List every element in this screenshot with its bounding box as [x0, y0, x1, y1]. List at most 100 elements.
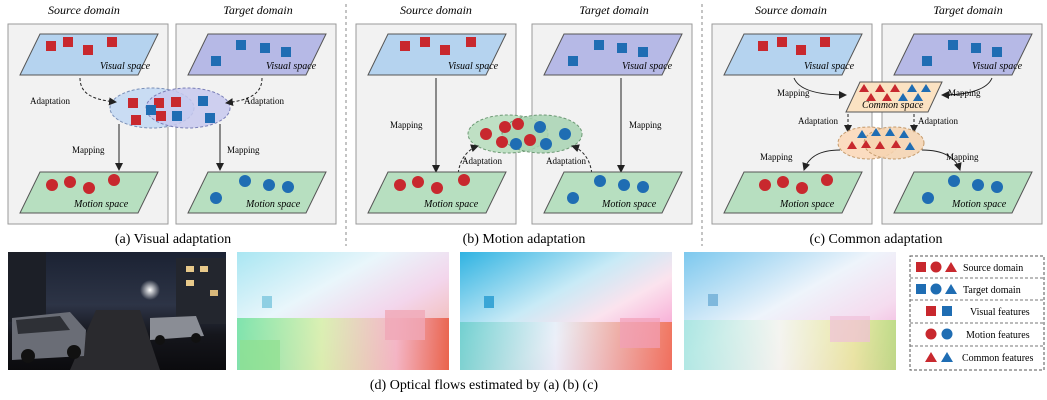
mapping-label: Mapping [948, 88, 981, 98]
legend: Source domain Target domain Visual featu… [909, 255, 1045, 371]
adaptation-arrow [457, 144, 479, 179]
legend-square-icon [916, 262, 926, 272]
motion-feature-circle [948, 175, 960, 187]
visual-feature-square [440, 45, 450, 55]
motion-feature-circle [777, 176, 789, 188]
common-feature-triangle [907, 84, 917, 92]
visual-feature-square [971, 43, 981, 53]
motion-feature-circle [431, 182, 443, 194]
visual-feature-square [992, 47, 1002, 57]
visual-feature-square [260, 43, 270, 53]
motion-space-label: Motion space [73, 199, 129, 210]
motion-feature-circle [567, 192, 579, 204]
adaptation-arrow [79, 77, 117, 106]
visual-feature-square [211, 56, 221, 66]
common-feature-triangle [866, 93, 876, 101]
motion-feature-circle [594, 175, 606, 187]
common-feature-triangle [921, 84, 931, 92]
common-feature-triangle [861, 140, 871, 148]
target-domain-title: Target domain [933, 3, 1002, 17]
visual-feature-square [131, 115, 141, 125]
visual-feature-square [948, 40, 958, 50]
common-feature-triangle [898, 93, 908, 101]
adaptation-arrow [225, 77, 263, 107]
visual-feature-square [156, 111, 166, 121]
visual-feature-square [617, 43, 627, 53]
target-domain-title: Target domain [579, 3, 648, 17]
panel-visual-adaptation: Source domain Target domain Visual space… [7, 3, 337, 247]
legend-motion-features: Motion features [966, 330, 1030, 341]
motion-feature-circle [263, 179, 275, 191]
mapping-label: Mapping [629, 120, 662, 130]
legend-circle-icon [930, 283, 942, 295]
common-feature-triangle [890, 84, 900, 92]
panel-motion-adaptation: Source domain Target domain Visual space… [355, 3, 693, 247]
common-feature-triangle [875, 84, 885, 92]
mapping-label: Mapping [72, 145, 105, 155]
source-domain-title: Source domain [400, 3, 472, 17]
mapping-label: Mapping [946, 152, 979, 162]
visual-feature-square [758, 41, 768, 51]
optical-flow-b [460, 252, 672, 370]
adaptation-label: Adaptation [918, 116, 958, 126]
source-domain-title: Source domain [755, 3, 827, 17]
common-feature-triangle [891, 140, 901, 148]
motion-feature-circle [796, 182, 808, 194]
adaptation-label: Adaptation [244, 96, 284, 106]
mapping-arrow [793, 77, 847, 99]
visual-feature-square [466, 37, 476, 47]
optical-flow-a [237, 252, 449, 370]
visual-feature-square [146, 105, 156, 115]
panel-common-adaptation: Source domain Target domain Visual space… [711, 3, 1043, 247]
legend-circle-icon [941, 328, 953, 340]
adaptation-label: Adaptation [798, 116, 838, 126]
target-domain-title: Target domain [223, 3, 292, 17]
mapping-label: Mapping [390, 120, 423, 130]
motion-feature-circle [499, 121, 511, 133]
common-feature-triangle [847, 141, 857, 149]
common-feature-triangle [859, 84, 869, 92]
legend-visual-features: Visual features [970, 307, 1030, 318]
motion-feature-circle [510, 138, 522, 150]
visual-feature-square [638, 47, 648, 57]
legend-square-icon [926, 306, 936, 316]
motion-feature-circle [759, 179, 771, 191]
legend-circle-icon [930, 261, 942, 273]
common-feature-triangle [899, 130, 909, 138]
mapping-arrow [802, 149, 841, 171]
visual-feature-square [400, 41, 410, 51]
target-feature-cluster [863, 126, 925, 160]
visual-space-label: Visual space [622, 61, 673, 72]
motion-feature-circle [46, 179, 58, 191]
motion-feature-circle [821, 174, 833, 186]
legend-square-icon [942, 306, 952, 316]
adaptation-label: Adaptation [546, 156, 586, 166]
visual-feature-square [46, 41, 56, 51]
legend-common-features: Common features [962, 353, 1033, 364]
optical-flow-c [684, 252, 896, 370]
visual-space-label: Visual space [100, 61, 151, 72]
visual-feature-square [568, 56, 578, 66]
visual-feature-square [420, 37, 430, 47]
visual-space-label: Visual space [972, 61, 1023, 72]
visual-feature-square [83, 45, 93, 55]
motion-feature-circle [64, 176, 76, 188]
visual-feature-square [172, 111, 182, 121]
motion-feature-circle [210, 192, 222, 204]
adaptation-label: Adaptation [30, 96, 70, 106]
motion-feature-circle [458, 174, 470, 186]
visual-feature-square [128, 98, 138, 108]
motion-feature-circle [559, 128, 571, 140]
visual-feature-square [777, 37, 787, 47]
motion-feature-circle [524, 134, 536, 146]
motion-space-label: Motion space [245, 199, 301, 210]
motion-feature-circle [239, 175, 251, 187]
motion-space-label: Motion space [779, 199, 835, 210]
visual-feature-square [63, 37, 73, 47]
legend-square-icon [916, 284, 926, 294]
common-space-label: Common space [862, 100, 924, 111]
motion-feature-circle [83, 182, 95, 194]
motion-space-label: Motion space [601, 199, 657, 210]
source-domain-title: Source domain [48, 3, 120, 17]
